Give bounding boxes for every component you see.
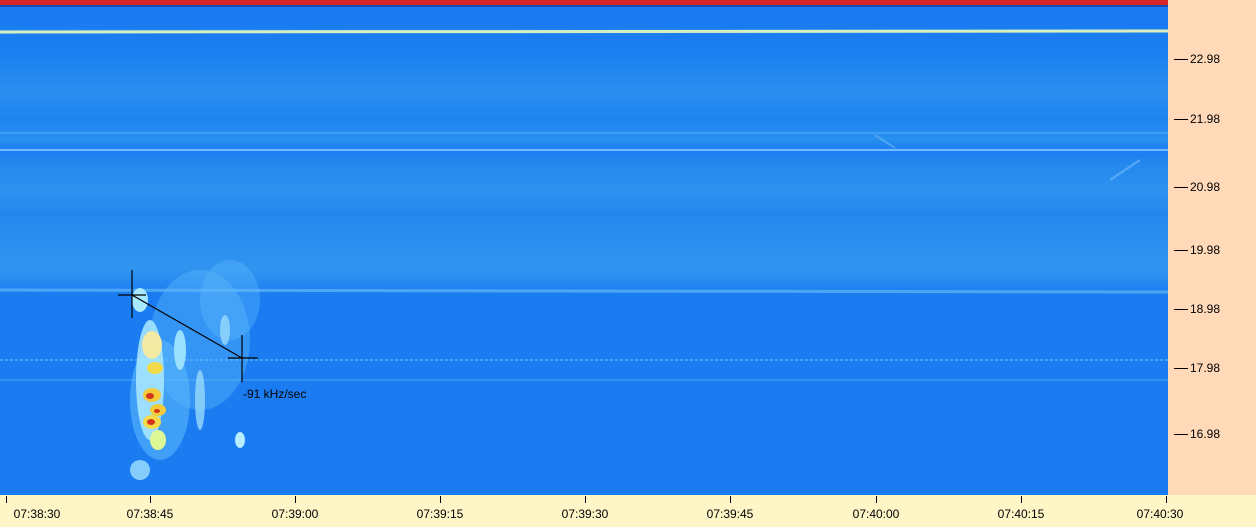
x-tick-label: 07:40:15	[997, 507, 1045, 521]
meteor-echo	[130, 260, 260, 480]
x-tick-label: 07:40:30	[1136, 507, 1184, 521]
x-tick-mark	[876, 496, 877, 503]
spectrogram-view[interactable]: -91 kHz/sec	[0, 0, 1168, 495]
x-tick-label: 07:38:30	[13, 507, 61, 521]
y-tick-label: 18.98	[1174, 302, 1220, 316]
x-tick-label: 07:39:00	[271, 507, 319, 521]
time-axis-panel	[0, 495, 1256, 527]
y-tick-label: 21.98	[1174, 112, 1220, 126]
top-border-line	[0, 5, 1168, 7]
x-tick-mark	[440, 496, 441, 503]
x-tick-mark	[585, 496, 586, 503]
y-tick-label: 20.98	[1174, 180, 1220, 194]
x-tick-mark	[150, 496, 151, 503]
y-tick-label: 17.98	[1174, 361, 1220, 375]
x-tick-mark	[1021, 496, 1022, 503]
y-tick-label: 22.98	[1174, 52, 1220, 66]
x-tick-label: 07:39:45	[706, 507, 754, 521]
x-tick-label: 07:38:45	[126, 507, 174, 521]
x-tick-mark	[295, 496, 296, 503]
x-tick-label: 07:40:00	[852, 507, 900, 521]
y-tick-label: 19.98	[1174, 243, 1220, 257]
x-tick-label: 07:39:30	[561, 507, 609, 521]
x-tick-mark	[6, 496, 7, 503]
x-tick-label: 07:39:15	[416, 507, 464, 521]
x-tick-mark	[730, 496, 731, 503]
carrier-line-top	[0, 29, 1168, 34]
band-edge	[0, 288, 1168, 294]
x-tick-mark	[1166, 496, 1167, 503]
measurement-tool	[118, 270, 258, 382]
spectrogram-overlay	[0, 29, 1168, 480]
top-marker-line	[0, 0, 1168, 5]
frequency-axis-panel	[1168, 0, 1256, 495]
y-tick-label: 16.98	[1174, 427, 1220, 441]
measurement-label: -91 kHz/sec	[243, 387, 307, 401]
